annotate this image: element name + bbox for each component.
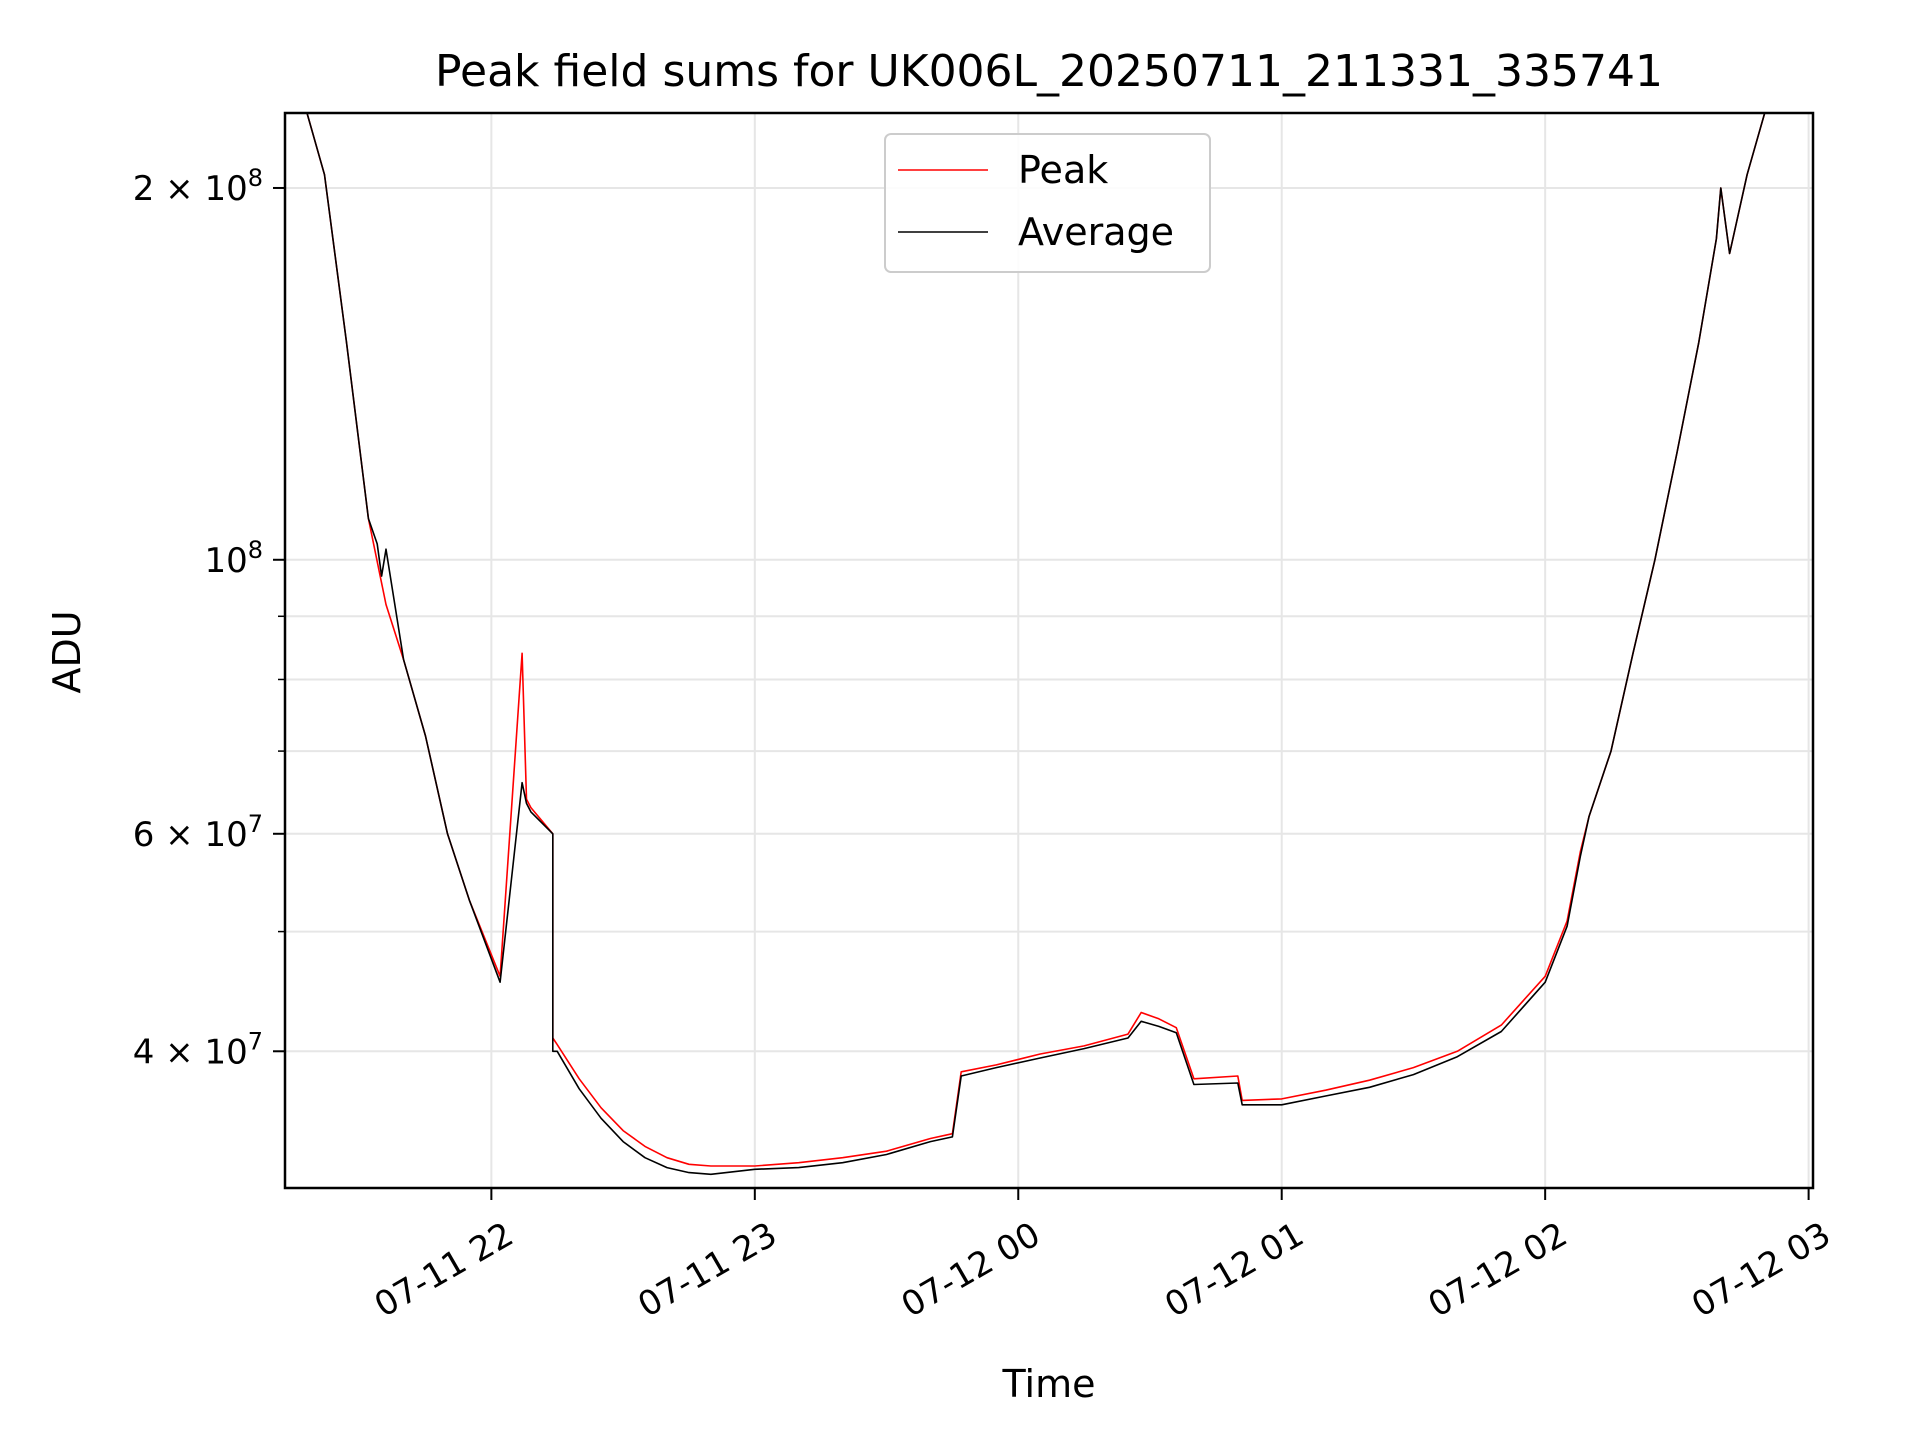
y-axis: 4 × 107 6 × 107 108 2 × 108 bbox=[133, 164, 285, 1072]
x-tick-label: 07-12 01 bbox=[1158, 1215, 1310, 1326]
axes-frame bbox=[283, 111, 1815, 1190]
y-tick-label: 6 × 107 bbox=[133, 810, 263, 855]
x-axis-label: Time bbox=[1002, 1362, 1096, 1406]
y-tick-label: 108 bbox=[204, 536, 263, 581]
plot-area bbox=[285, 113, 1778, 1176]
x-tick-label: 07-11 23 bbox=[631, 1215, 783, 1326]
x-tick-label: 07-12 02 bbox=[1422, 1215, 1574, 1326]
x-tick-label: 07-11 22 bbox=[368, 1215, 520, 1326]
legend-label-peak: Peak bbox=[1018, 148, 1108, 192]
legend-box bbox=[884, 133, 1211, 273]
y-axis-label: ADU bbox=[45, 610, 89, 693]
chart-title: Peak field sums for UK006L_20250711_2113… bbox=[435, 46, 1663, 97]
grid-lines bbox=[285, 113, 1813, 1188]
y-tick-label: 2 × 108 bbox=[133, 164, 263, 209]
legend: Peak Average bbox=[884, 133, 1211, 273]
series-line-average bbox=[285, 113, 1778, 1176]
x-tick-label: 07-12 03 bbox=[1685, 1215, 1837, 1326]
y-tick-label: 4 × 107 bbox=[133, 1027, 263, 1072]
legend-label-average: Average bbox=[1018, 210, 1174, 254]
x-tick-label: 07-12 00 bbox=[895, 1215, 1047, 1326]
x-axis: 07-11 22 07-11 23 07-12 00 07-12 01 07-12 02… bbox=[368, 1188, 1838, 1326]
